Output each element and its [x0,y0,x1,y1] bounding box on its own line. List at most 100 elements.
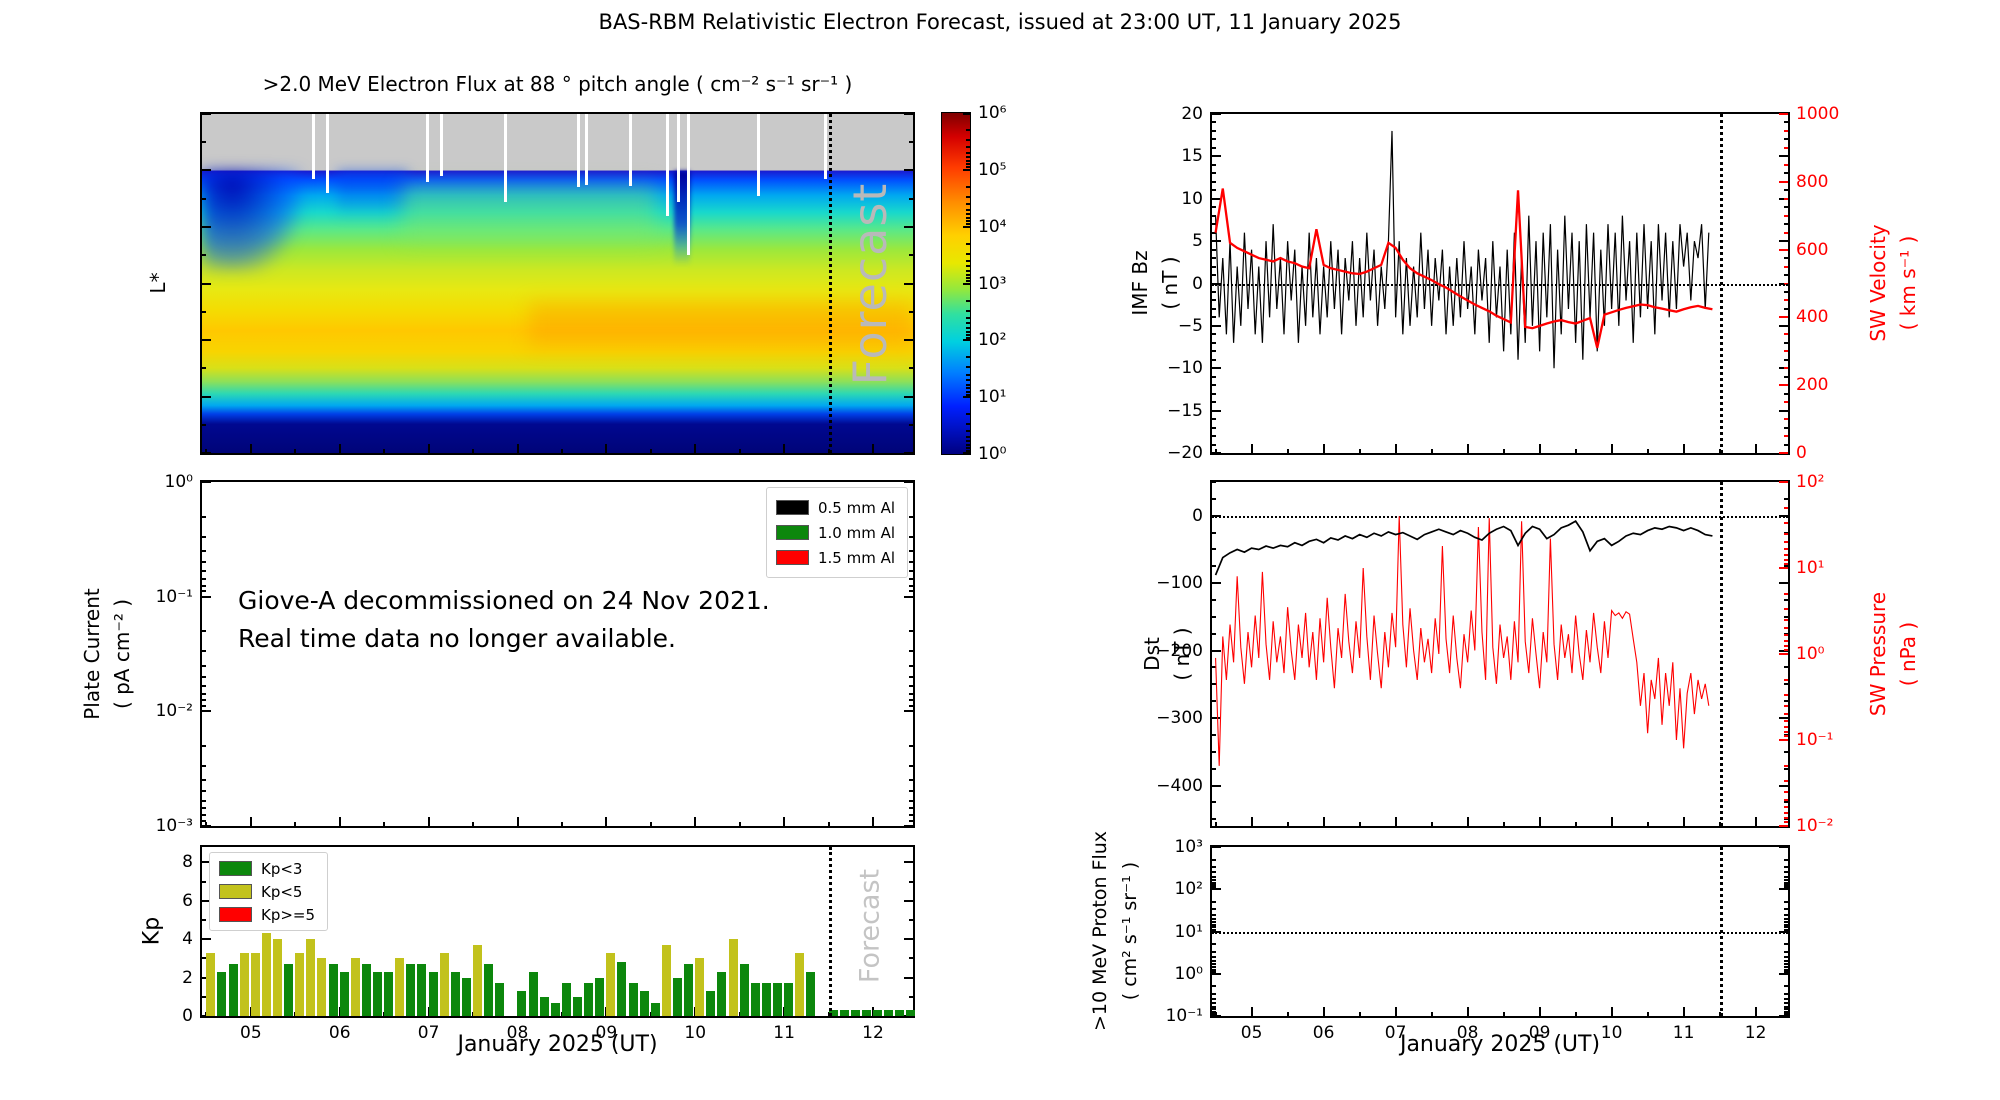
tick-label: 0 [182,1006,193,1026]
tick-mark [1646,822,1649,826]
forecast-boundary-line [1719,482,1723,826]
tick-mark [516,444,519,453]
kp-bar [606,952,616,1016]
tick-mark [1212,531,1216,534]
tick-mark [966,208,970,211]
tick-mark [1212,1015,1221,1017]
tick-mark [338,817,341,826]
tick-mark [1212,884,1216,887]
data-gap [440,114,444,177]
tick-mark [1212,240,1216,243]
tick-mark [1430,449,1433,453]
tick-mark [1212,700,1216,703]
tick-mark [909,310,913,313]
tick-mark [202,1015,211,1017]
tick-mark [1784,223,1788,226]
tick-mark [1250,1007,1253,1016]
tick-mark [1212,316,1216,319]
tick-mark [904,169,913,172]
tick-mark [294,449,297,453]
tick-mark [966,366,970,369]
kp-bar [539,996,549,1016]
tick-mark [909,807,913,810]
tick-mark [1784,563,1788,566]
proton-flux-plot: 10³ 10² 10¹ 10⁰ 10⁻¹ 05 06 07 08 09 10 11 12 [1166,837,1790,1043]
tick-mark [966,223,970,226]
data-gap [756,114,760,196]
kp-bar [361,964,371,1016]
tick-mark [1779,649,1788,652]
tick-mark [1286,449,1289,453]
kp-bar [628,983,638,1016]
tick-mark [966,276,970,279]
tick-label: 06 [328,1023,351,1043]
tick-mark [202,338,206,341]
tick-mark [904,710,913,713]
tick-mark [909,197,913,200]
tick-mark [1212,197,1216,200]
tick-mark [202,225,206,228]
tick-mark [909,1015,913,1017]
tick-mark [202,141,206,144]
legend-label: 1.0 mm Al [817,523,895,542]
data-gap [425,114,429,182]
kp-bar [795,952,805,1016]
tick-mark [1682,1007,1685,1016]
tick-mark [1394,817,1397,826]
tick-mark [1784,767,1788,770]
tick-label: 10⁻¹ [155,586,193,607]
tick-mark [205,822,208,826]
tick-mark [1784,943,1788,946]
kp-bar [295,952,305,1016]
kp-bar [206,952,216,1016]
tick-mark [966,379,970,382]
tick-mark [202,938,211,941]
tick-mark [1784,324,1788,327]
imf-ylabel-line1: IMF Bz [1128,250,1152,316]
tick-mark [909,141,913,144]
decommission-note-line2: Real time data no longer available. [238,623,676,653]
tick-mark [1212,180,1216,183]
tick-mark [909,790,913,793]
sw-pressure-label-line2: ( nPa ) [1896,621,1920,687]
tick-mark [1779,972,1788,975]
decommission-note: Giove-A decommissioned on 24 Nov 2021. R… [238,582,770,657]
tick-mark [1779,846,1788,848]
kp-bar [495,983,505,1016]
tick-mark [202,561,206,564]
tick-mark [1784,917,1788,920]
tick-mark [1784,418,1788,421]
tick-mark [1784,341,1788,344]
tick-mark [1779,384,1788,387]
tick-mark [1784,928,1788,931]
tick-mark [1784,821,1788,824]
tick-mark [966,435,970,438]
tick-mark [202,705,206,708]
tick-mark [1784,367,1788,370]
spectrogram-heatmap [202,114,913,453]
tick-mark [1784,1008,1788,1011]
tick-mark [872,444,874,453]
kp-bar [473,944,482,1016]
decommission-note-line1: Giove-A decommissioned on 24 Nov 2021. [238,586,770,615]
tick-mark [694,444,697,453]
tick-mark [1358,822,1361,826]
tick-mark [1784,138,1788,141]
tick-label: 0 [1796,443,1807,463]
kp-bar [350,958,360,1016]
legend-swatch [219,884,252,899]
kp-bar [584,983,594,1016]
tick-label: 09 [595,1023,618,1043]
tick-mark [1779,567,1788,569]
tick-mark [909,861,913,864]
tick-mark [1212,955,1216,958]
tick-mark [1466,817,1469,826]
tick-mark [1212,333,1216,336]
tick-mark [1212,129,1216,132]
tick-mark [1212,968,1216,971]
tick-mark [202,825,211,827]
tick-label: 2 [182,967,193,988]
tick-mark [1784,801,1788,804]
tick-mark [1779,481,1788,483]
tick-mark [966,430,970,433]
